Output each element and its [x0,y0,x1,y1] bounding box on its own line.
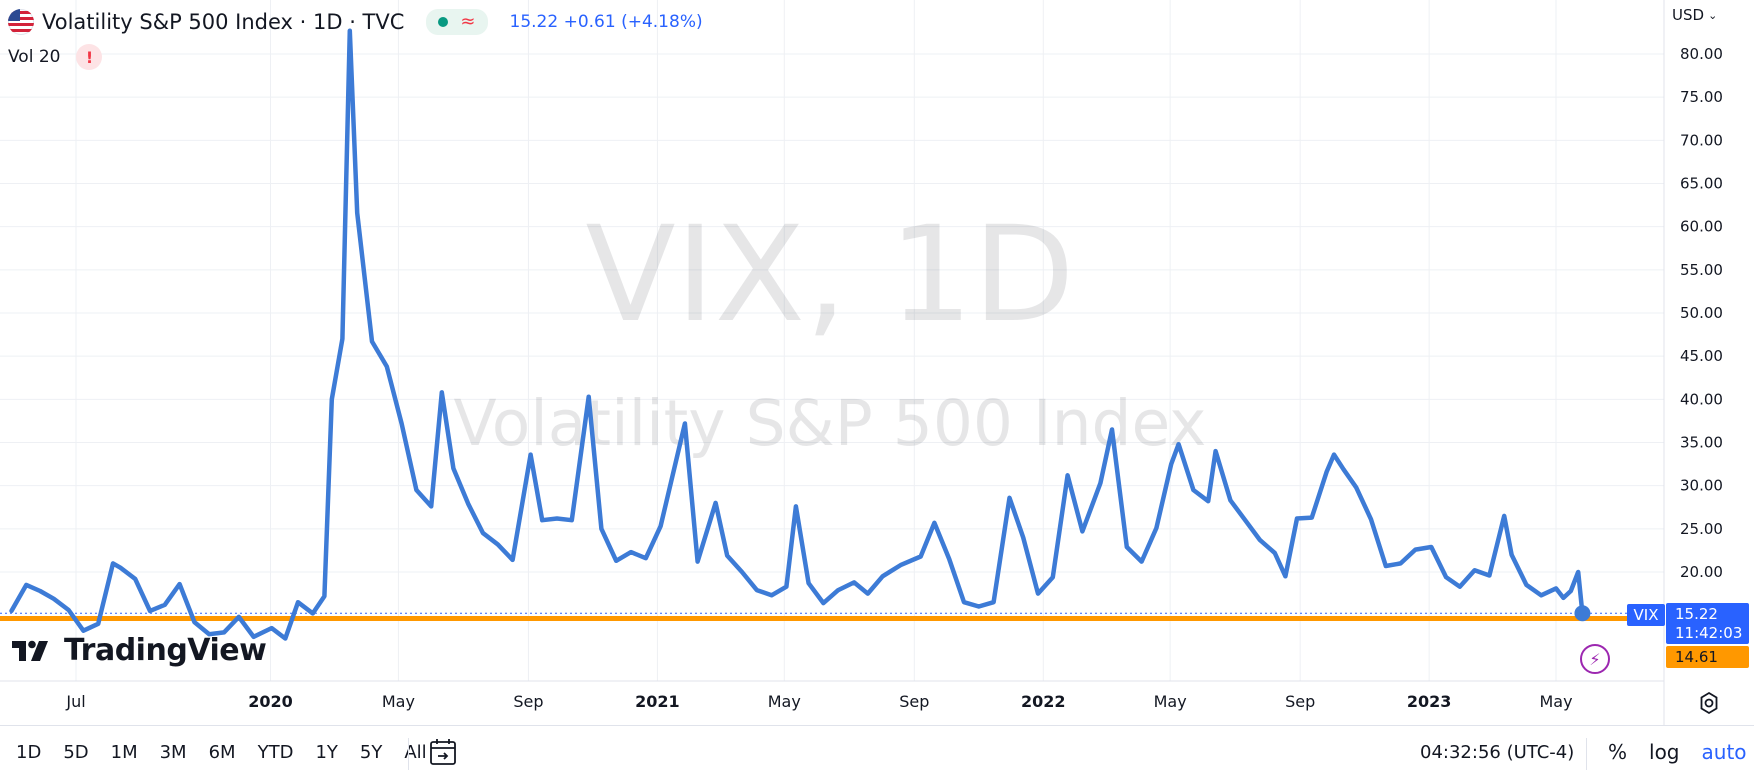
last-price-marker [1574,605,1591,622]
warning-icon[interactable]: ! [76,44,103,70]
bottom-toolbar: 1D 5D 1M 3M 6M YTD 1Y 5Y All 04:32:56 (U… [0,725,1754,782]
x-tick-label: May [382,692,415,711]
y-tick-label: 20.00 [1680,563,1723,581]
scale-buttons: % log auto [1608,740,1747,764]
toolbar-divider [1586,738,1587,770]
timezone-clock[interactable]: 04:32:56 (UTC-4) [1420,742,1575,763]
symbol-title[interactable]: Volatility S&P 500 Index · 1D · TVC [42,10,405,34]
x-tick-label: May [768,692,801,711]
tradingview-logo-text: TradingView [64,633,267,668]
y-tick-label: 75.00 [1680,88,1723,106]
y-tick-label: 55.00 [1680,261,1723,279]
auto-scale-button[interactable]: auto [1701,740,1747,764]
x-tick-label: 2022 [1021,692,1066,711]
range-1m-button[interactable]: 1M [110,742,138,763]
range-5y-button[interactable]: 5Y [359,742,383,763]
currency-selector[interactable]: USD ⌄ [1672,6,1717,24]
volume-legend: Vol 20 ! [8,44,103,70]
x-tick-label: 2021 [635,692,680,711]
range-buttons: 1D 5D 1M 3M 6M YTD 1Y 5Y All [16,742,427,763]
name-watermark: Volatility S&P 500 Index [454,387,1207,460]
range-1y-button[interactable]: 1Y [315,742,338,763]
last-price-value: 15.22 [1675,605,1718,623]
symbol-price-tag: VIX [1627,604,1665,626]
currency-label: USD [1672,6,1705,24]
price-change-info: 15.22 +0.61 (+4.18%) [509,12,703,32]
volume-label[interactable]: Vol 20 [8,47,61,67]
y-tick-label: 45.00 [1680,347,1723,365]
y-tick-label: 40.00 [1680,390,1723,408]
last-price-label: 15.22 11:42:03 [1666,603,1749,644]
symbol-watermark: VIX, 1D [585,198,1074,352]
x-tick-label: May [1539,692,1572,711]
chevron-down-icon: ⌄ [1708,8,1718,22]
vix-price-line[interactable] [9,28,1585,641]
range-6m-button[interactable]: 6M [208,742,236,763]
range-3m-button[interactable]: 3M [159,742,187,763]
x-tick-label: 2020 [248,692,293,711]
x-tick-label: Sep [1285,692,1315,711]
range-1d-button[interactable]: 1D [16,742,42,763]
gear-icon[interactable] [1696,690,1722,716]
range-ytd-button[interactable]: YTD [257,742,294,763]
y-tick-label: 65.00 [1680,175,1723,193]
market-open-dot-icon [438,17,449,27]
data-delay-icon: ≈ [460,11,476,32]
y-tick-label: 30.00 [1680,477,1723,495]
range-5d-button[interactable]: 5D [63,742,89,763]
lightning-icon[interactable]: ⚡ [1580,644,1610,674]
x-tick-label: Jul [65,692,85,711]
tradingview-logo-icon [12,640,48,661]
horizontal-line-price-label: 14.61 [1666,646,1749,668]
toolbar-divider [408,738,409,770]
calendar-goto-icon[interactable] [427,736,461,770]
y-tick-label: 35.00 [1680,434,1723,452]
y-tick-label: 50.00 [1680,304,1723,322]
us-flag-icon [8,9,34,35]
y-tick-label: 25.00 [1680,520,1723,538]
range-all-button[interactable]: All [404,742,427,763]
log-scale-button[interactable]: log [1649,740,1680,764]
chart-legend: Volatility S&P 500 Index · 1D · TVC ≈ 15… [8,8,703,36]
tradingview-logo[interactable]: TradingView [12,633,267,668]
percent-scale-button[interactable]: % [1608,740,1628,764]
x-tick-label: Sep [513,692,543,711]
y-tick-label: 70.00 [1680,131,1723,149]
y-tick-label: 60.00 [1680,218,1723,236]
x-tick-label: Sep [899,692,929,711]
market-status-pill[interactable]: ≈ [426,9,488,35]
x-tick-label: May [1154,692,1187,711]
bar-countdown: 11:42:03 [1675,624,1743,642]
x-tick-label: 2023 [1407,692,1452,711]
y-tick-label: 80.00 [1680,45,1723,63]
